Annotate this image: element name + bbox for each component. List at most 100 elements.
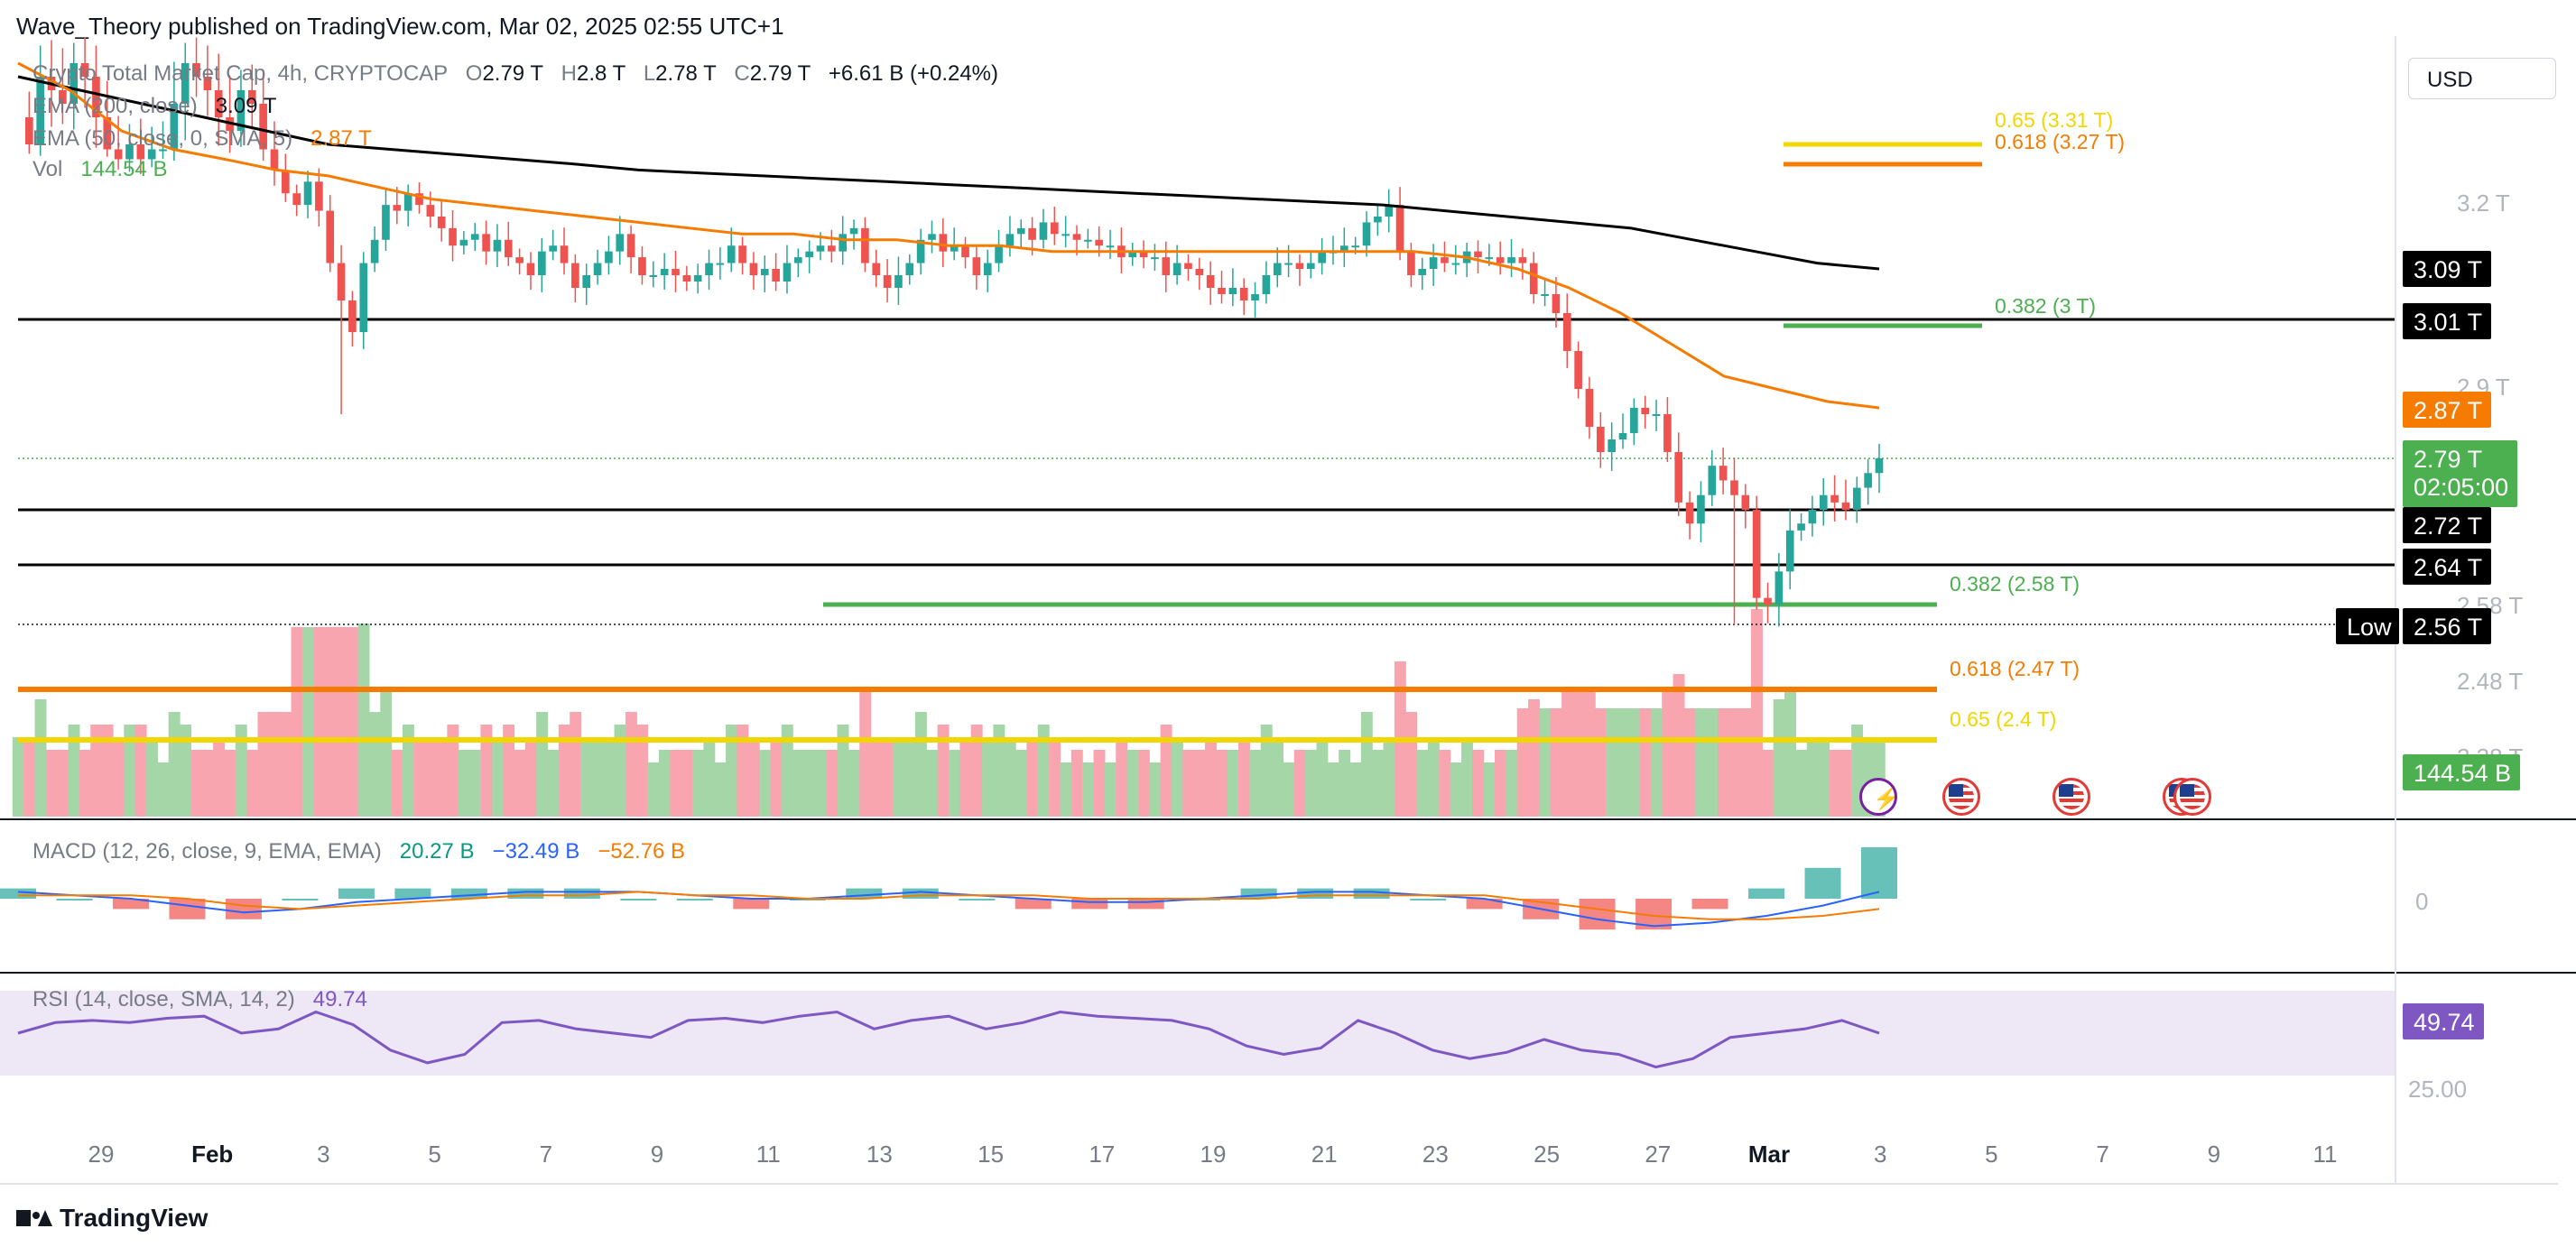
volume-bar <box>23 737 36 817</box>
volume-bar <box>614 725 626 817</box>
volume-bar <box>536 712 549 817</box>
time-tick: 7 <box>2096 1141 2109 1168</box>
macd-hist-bar <box>1579 899 1616 930</box>
volume-bar <box>558 725 570 817</box>
volume-bar <box>692 750 704 817</box>
candle-body <box>828 245 836 252</box>
ema50-legend[interactable]: EMA (50, close, 0, SMA, 5) 2.87 T <box>32 126 372 152</box>
volume-bar <box>1405 712 1418 817</box>
current-price-label: 2.79 T 02:05:00 <box>2403 440 2518 507</box>
macd-hist-bar <box>959 899 996 901</box>
volume-bar <box>1104 762 1117 817</box>
volume-bar <box>514 750 526 817</box>
candle-body <box>1529 263 1538 294</box>
macd-hist-bar <box>169 899 206 919</box>
volume-bar <box>814 750 827 817</box>
candle-body <box>470 234 479 240</box>
volume-bar <box>34 699 47 817</box>
volume-bar <box>1126 750 1139 817</box>
volume-bar <box>1305 750 1318 817</box>
publisher-line: Wave_Theory published on TradingView.com… <box>16 13 784 40</box>
high-value: 2.8 T <box>576 61 625 86</box>
candle-body <box>1351 245 1359 248</box>
candle-body <box>1641 408 1650 414</box>
volume-bar <box>759 750 772 817</box>
volume-bar <box>380 687 393 817</box>
volume-bar <box>313 627 326 817</box>
candle-body <box>916 239 925 263</box>
candle-body <box>1852 487 1861 510</box>
low-label: L <box>643 61 656 86</box>
volume-bar <box>893 737 905 817</box>
time-tick: 15 <box>978 1141 1005 1168</box>
macd-hist-bar <box>394 888 431 899</box>
candle-body <box>1251 294 1259 300</box>
ema200-legend[interactable]: EMA (200, close) 3.09 T <box>32 94 276 119</box>
volume-bar <box>1216 750 1228 817</box>
time-tick: 9 <box>650 1141 664 1168</box>
volume-bar <box>1717 708 1729 817</box>
volume-bar <box>1327 762 1339 817</box>
volume-bar <box>301 627 314 817</box>
us-flag-event-icon[interactable] <box>2173 778 2211 816</box>
ema-lines <box>17 61 1880 410</box>
ema50-price-label: 2.87 T <box>2403 392 2492 428</box>
candle-body <box>626 234 635 258</box>
candle-body <box>25 117 33 144</box>
rsi-legend[interactable]: RSI (14, close, SMA, 14, 2) 49.74 <box>32 987 367 1012</box>
candle-body <box>1552 294 1561 313</box>
volume-bar <box>1149 762 1162 817</box>
candle-body <box>1050 222 1059 235</box>
volume-bar <box>1572 687 1585 817</box>
volume-bar <box>1528 699 1541 817</box>
volume-bar <box>79 750 91 817</box>
candle-body <box>672 269 680 275</box>
volume-bar <box>1829 750 1841 817</box>
volume-bar <box>1606 708 1618 817</box>
us-flag-event-icon[interactable] <box>2052 778 2090 816</box>
volume-bar <box>1728 708 1741 817</box>
volume-bar <box>1818 737 1830 817</box>
candle-body <box>649 275 658 277</box>
currency-button[interactable]: USD <box>2408 58 2556 99</box>
volume-bar <box>1193 750 1206 817</box>
tradingview-brand[interactable]: TradingView <box>16 1204 208 1233</box>
fib-label: 0.618 (2.47 T) <box>1950 657 2080 680</box>
level-price-label: 3.01 T <box>2403 303 2492 339</box>
candle-body <box>983 263 992 275</box>
volume-bar <box>937 725 950 817</box>
volume-bar <box>993 725 1005 817</box>
volume-bar <box>625 712 637 817</box>
candle-body <box>1518 257 1527 263</box>
candle-body <box>181 63 190 104</box>
candle-body <box>1218 288 1226 294</box>
candle-body <box>214 90 223 117</box>
volume-bar <box>1316 737 1329 817</box>
volume-bar <box>1082 762 1095 817</box>
volume-bar <box>1662 687 1674 817</box>
candle-body <box>950 245 959 252</box>
us-flag-event-icon[interactable] <box>1942 778 1980 816</box>
candles <box>25 37 1884 627</box>
rsi-line <box>17 1010 1880 1069</box>
macd-hist-bar <box>563 888 600 899</box>
candle-body <box>482 234 490 252</box>
volume-legend[interactable]: Vol 144.54 B <box>32 157 167 182</box>
ema200-price-label: 3.09 T <box>2403 251 2492 287</box>
macd-hist-bar <box>902 888 939 899</box>
macd-hist-bar <box>1015 899 1052 910</box>
close-value: 2.79 T <box>749 61 811 86</box>
volume-bar <box>1049 737 1061 817</box>
macd-legend[interactable]: MACD (12, 26, close, 9, EMA, EMA) 20.27 … <box>32 839 685 864</box>
volume-bar <box>257 712 270 817</box>
volume-bar <box>201 750 214 817</box>
candle-body <box>504 239 513 258</box>
volume-bar <box>1160 725 1172 817</box>
event-lightning-icon[interactable]: ⚡ <box>1859 778 1897 816</box>
candle-body <box>1608 439 1616 452</box>
candle-body <box>259 104 267 150</box>
brand-name: TradingView <box>60 1204 208 1232</box>
candle-body <box>125 144 134 160</box>
level-price-label: 2.64 T <box>2403 549 2492 585</box>
